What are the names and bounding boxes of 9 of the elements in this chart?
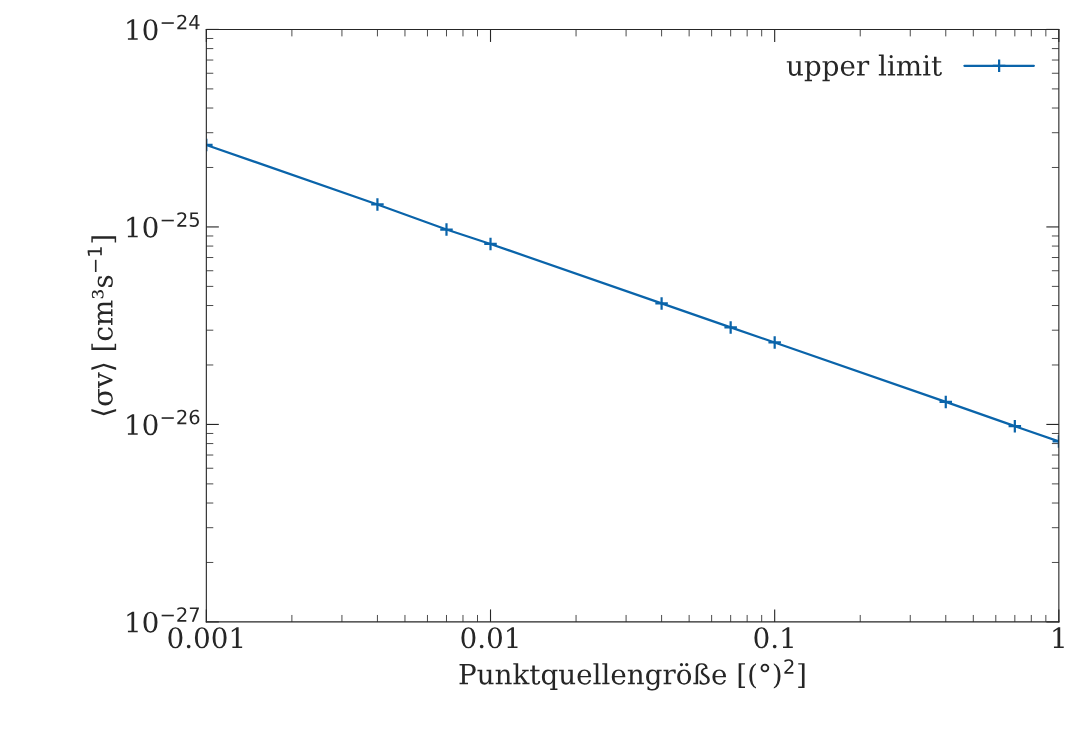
x-axis-title: Punktquellengröße [(°)$^{2}$] <box>459 659 805 691</box>
y-tick-label: 10$^{−25}$ <box>127 212 199 238</box>
y-tick-label: 10$^{−24}$ <box>127 14 200 41</box>
y-axis-title: ⟨σv⟩ [cm³s$^{−1}$] <box>87 236 117 416</box>
x-tick-label: 0.01 <box>461 627 518 649</box>
y-tick-label: 10$^{−26}$ <box>127 409 200 436</box>
x-tick-label: 1 <box>1053 627 1064 648</box>
x-tick-label: 0.1 <box>754 627 793 649</box>
legend-label: upper limit <box>786 54 942 82</box>
